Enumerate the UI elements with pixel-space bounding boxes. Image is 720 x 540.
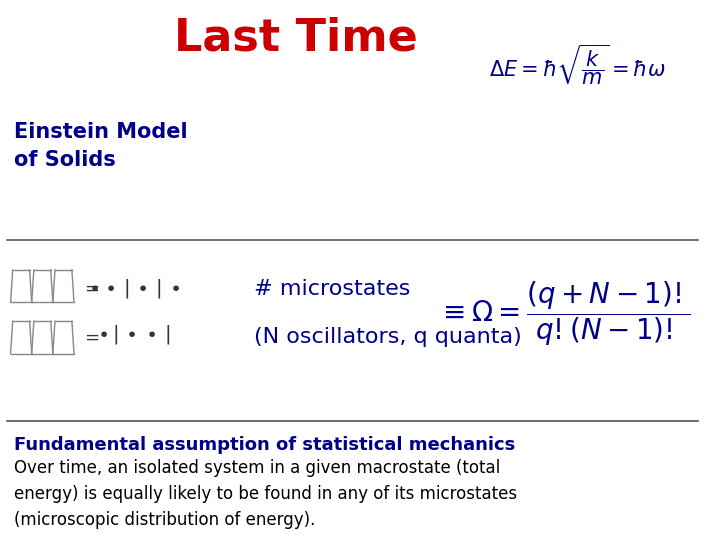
Text: # microstates: # microstates: [253, 279, 410, 299]
Text: Last Time: Last Time: [174, 16, 418, 59]
Text: $\bullet\,|\,\bullet\bullet\,|\,$: $\bullet\,|\,\bullet\bullet\,|\,$: [97, 323, 171, 346]
Text: $\Delta E = \hbar\sqrt{\dfrac{k}{m}} = \hbar\omega$: $\Delta E = \hbar\sqrt{\dfrac{k}{m}} = \…: [490, 43, 667, 87]
Text: $\equiv \Omega = \dfrac{(q+N-1)!}{q!(N-1)!}$: $\equiv \Omega = \dfrac{(q+N-1)!}{q!(N-1…: [437, 279, 690, 348]
Text: Over time, an isolated system in a given macrostate (total
energy) is equally li: Over time, an isolated system in a given…: [14, 458, 517, 529]
Text: Fundamental assumption of statistical mechanics: Fundamental assumption of statistical me…: [14, 436, 516, 455]
Text: Einstein Model
of Solids: Einstein Model of Solids: [14, 122, 188, 170]
Text: (N oscillators, q quanta): (N oscillators, q quanta): [253, 327, 521, 347]
Text: $\bullet\bullet\,|\,\bullet\,|\,\bullet$: $\bullet\bullet\,|\,\bullet\,|\,\bullet$: [88, 278, 180, 300]
Text: =: =: [84, 328, 99, 347]
Text: =: =: [84, 280, 99, 298]
